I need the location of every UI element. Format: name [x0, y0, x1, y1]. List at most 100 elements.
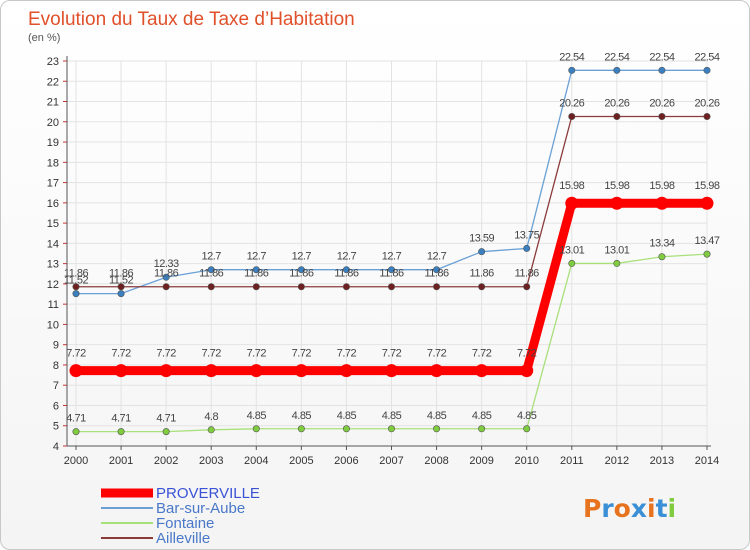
- data-label: 12.7: [247, 251, 267, 263]
- y-tick-label: 8: [53, 360, 59, 372]
- legend-label: PROVERVILLE: [156, 485, 260, 502]
- data-labels: 7.72 7.72 7.72 7.72 7.72 7.72 7.72 7.72 7.72 7.72…: [64, 51, 721, 425]
- data-label: 22.54: [649, 51, 674, 63]
- logo-letter: i: [668, 494, 677, 523]
- series-point: [204, 364, 218, 378]
- y-tick-label: 14: [47, 238, 59, 250]
- x-tick-label: 2000: [64, 455, 88, 467]
- data-label: 11.86: [64, 268, 89, 280]
- data-label: 4.85: [472, 410, 492, 422]
- data-label: 11.86: [289, 268, 314, 280]
- data-label: 20.26: [694, 98, 719, 110]
- series-point: [658, 66, 666, 74]
- y-tick-label: 19: [47, 137, 59, 149]
- series-point: [297, 266, 305, 274]
- series-point: [520, 364, 534, 378]
- data-label: 15.98: [649, 180, 674, 192]
- series-point: [207, 266, 215, 274]
- x-tick-label: 2009: [469, 455, 493, 467]
- series-point: [162, 273, 170, 281]
- series-point: [475, 364, 489, 378]
- logo-letter: r: [601, 494, 614, 523]
- data-label: 4.8: [204, 411, 218, 423]
- x-tick-label: 2004: [244, 455, 268, 467]
- data-label: 4.71: [111, 413, 131, 425]
- y-tick-label: 22: [47, 76, 59, 88]
- y-tick-label: 6: [53, 400, 59, 412]
- data-label: 20.26: [559, 98, 584, 110]
- data-label: 7.72: [247, 348, 267, 360]
- series-point: [430, 364, 444, 378]
- x-tick-label: 2003: [199, 455, 223, 467]
- series-point: [523, 244, 531, 252]
- legend-label: Ailleville: [156, 530, 210, 547]
- data-label: 4.71: [156, 413, 176, 425]
- x-tick-label: 2010: [514, 455, 538, 467]
- series-point: [703, 250, 711, 258]
- series-point: [342, 266, 350, 274]
- series-point: [252, 266, 260, 274]
- series-point: [613, 113, 621, 121]
- chart-subtitle: (en %): [28, 32, 60, 44]
- data-label: 20.26: [649, 98, 674, 110]
- series-point: [72, 283, 80, 291]
- data-label: 7.72: [202, 348, 222, 360]
- x-tick-label: 2001: [109, 455, 133, 467]
- data-label: 12.33: [154, 258, 179, 270]
- series-point: [162, 283, 170, 291]
- series-point: [568, 113, 576, 121]
- series-point: [117, 428, 125, 436]
- series-point: [523, 283, 531, 291]
- series-point: [610, 196, 624, 210]
- series-point: [433, 283, 441, 291]
- series-point: [249, 364, 263, 378]
- logo-letter: x: [631, 494, 647, 523]
- data-label: 13.47: [694, 235, 719, 247]
- data-label: 15.98: [604, 180, 629, 192]
- series-point: [294, 364, 308, 378]
- series-point: [658, 113, 666, 121]
- series-point: [387, 283, 395, 291]
- data-label: 7.72: [66, 348, 86, 360]
- legend-label: Bar-sur-Aube: [156, 500, 245, 517]
- logo-text: Proxiti: [583, 494, 676, 523]
- series-point: [658, 253, 666, 261]
- series-point: [117, 290, 125, 298]
- series-point: [159, 364, 173, 378]
- data-label: 13.01: [604, 244, 629, 256]
- y-tick-label: 16: [47, 198, 59, 210]
- data-label: 7.72: [156, 348, 176, 360]
- series-point: [613, 259, 621, 267]
- series-point: [433, 266, 441, 274]
- data-label: 13.75: [514, 229, 539, 241]
- series-point: [252, 283, 260, 291]
- data-label: 12.7: [292, 251, 312, 263]
- series-point: [478, 283, 486, 291]
- series-point: [523, 425, 531, 433]
- legend: PROVERVILLEBar-sur-AubeFontaineAillevill…: [101, 485, 260, 547]
- series-point: [385, 364, 398, 378]
- data-label: 11.86: [379, 268, 404, 280]
- data-label: 13.59: [469, 233, 494, 245]
- series-point: [207, 426, 215, 434]
- series-point: [703, 113, 711, 121]
- data-label: 15.98: [559, 180, 584, 192]
- data-label: 11.52: [64, 275, 89, 287]
- axes: 4 5 6 7 8 9 10 11 12 13 14 15 16 17 18 19 20 21 22 23 2000 20…: [47, 56, 719, 467]
- series-point: [703, 66, 711, 74]
- x-tick-label: 2006: [334, 455, 358, 467]
- data-label: 7.72: [472, 348, 492, 360]
- y-tick-label: 11: [48, 299, 59, 311]
- series-point: [117, 283, 125, 291]
- y-tick-label: 12: [47, 279, 59, 291]
- data-label: 7.72: [427, 348, 447, 360]
- data-label: 11.86: [334, 268, 359, 280]
- chart-title: Evolution du Taux de Taxe d’Habitation: [28, 9, 355, 30]
- data-label: 20.26: [604, 98, 629, 110]
- data-label: 4.85: [337, 410, 357, 422]
- data-label: 7.72: [517, 348, 537, 360]
- series-point: [387, 425, 395, 433]
- series-point: [72, 428, 80, 436]
